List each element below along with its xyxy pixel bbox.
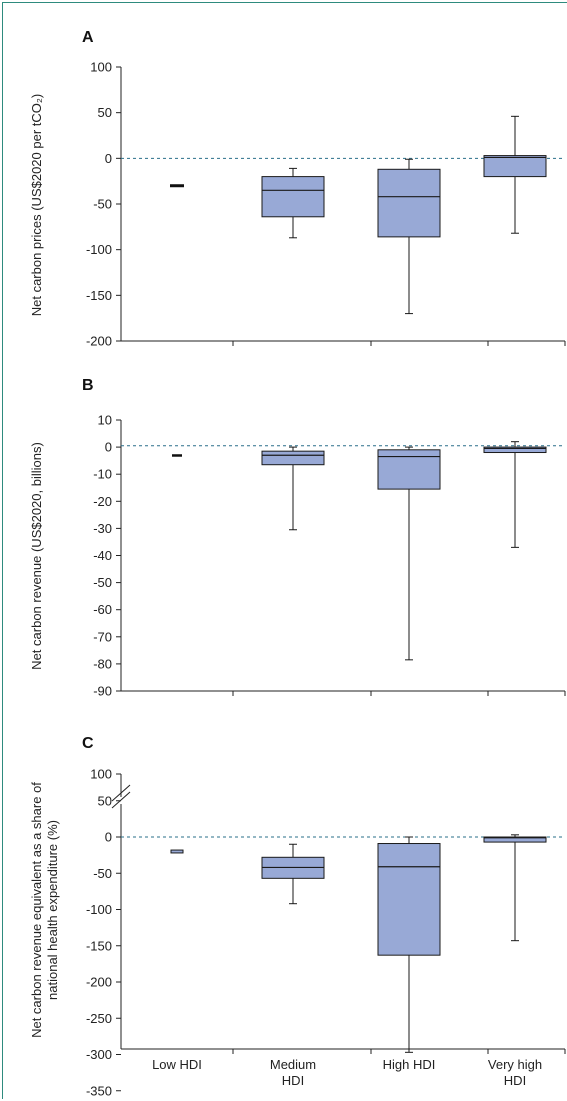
box-iqr: [170, 849, 184, 854]
y-tick-label: 50: [98, 105, 112, 120]
panel-label: C: [82, 735, 94, 752]
box-2: [377, 158, 441, 315]
box-1: [261, 843, 325, 905]
panel-b: B Net carbon revenue (US$2020, billions) 1…: [29, 377, 566, 699]
y-tick-label: -200: [86, 975, 112, 990]
x-category-label: Medium HDI: [270, 1057, 316, 1088]
box-iqr: [483, 155, 547, 178]
y-tick-label: 100: [90, 60, 112, 75]
x-category-label-line: High HDI: [383, 1057, 436, 1072]
box-iqr: [377, 168, 441, 238]
box-iqr: [483, 836, 547, 843]
x-category-label: Very high HDI: [488, 1057, 542, 1088]
box-marker: [170, 184, 184, 188]
box-marker: [172, 454, 182, 457]
y-tick-label: -300: [86, 1047, 112, 1062]
y-tick-label: -50: [93, 866, 112, 881]
box-3: [483, 115, 547, 234]
x-category-label-line: HDI: [504, 1073, 526, 1088]
x-category-label: High HDI: [383, 1057, 436, 1072]
y-tick-label: -350: [86, 1083, 112, 1098]
y-tick-label: -100: [86, 902, 112, 917]
y-tick-label: -90: [93, 684, 112, 699]
box-3: [483, 441, 547, 548]
y-tick-label: -150: [86, 288, 112, 303]
panel-label: A: [82, 29, 94, 46]
box-3: [483, 834, 547, 942]
box-0: [170, 184, 184, 188]
x-category-label-line: HDI: [282, 1073, 304, 1088]
y-axis-label: Net carbon prices (US$2020 per tCO₂): [29, 94, 44, 317]
y-tick-label: -50: [93, 575, 112, 590]
y-tick-label: -70: [93, 629, 112, 644]
y-tick-label: -100: [86, 242, 112, 257]
y-tick-label: -20: [93, 494, 112, 509]
y-tick-label: -10: [93, 467, 112, 482]
box-2: [377, 446, 441, 661]
y-tick-label: -200: [86, 334, 112, 349]
x-category-label: Low HDI: [152, 1057, 202, 1072]
box-iqr: [261, 450, 325, 466]
panel-a: A Net carbon prices (US$2020 per tCO₂) 100…: [29, 29, 566, 349]
box-iqr: [483, 446, 547, 454]
y-tick-label: -60: [93, 602, 112, 617]
y-axis-label-line: Net carbon revenue equivalent as a share…: [29, 782, 44, 1038]
y-axis-label-line: national health expenditure (%): [45, 820, 60, 1000]
y-tick-label: 50: [98, 793, 112, 808]
y-tick-label: -30: [93, 521, 112, 536]
y-tick-label: 10: [98, 413, 112, 428]
box-0: [172, 454, 182, 457]
y-axis-label: Net carbon revenue (US$2020, billions): [29, 442, 44, 670]
x-category-label-line: Very high: [488, 1057, 542, 1072]
y-tick-label: 100: [90, 767, 112, 782]
y-tick-label: -50: [93, 197, 112, 212]
axis-break-mark: [111, 784, 131, 802]
y-tick-label: -80: [93, 656, 112, 671]
box-0: [170, 849, 184, 854]
x-category-label-line: Low HDI: [152, 1057, 202, 1072]
axis-break-mark: [111, 791, 131, 809]
box-1: [261, 167, 325, 239]
box-2: [377, 836, 441, 1053]
y-tick-label: -150: [86, 938, 112, 953]
y-tick-label: 0: [105, 440, 112, 455]
y-tick-label: -40: [93, 548, 112, 563]
panel-label: B: [82, 377, 94, 394]
y-tick-label: 0: [105, 151, 112, 166]
box-1: [261, 446, 325, 531]
box-iqr: [377, 843, 441, 956]
y-axis-label: Net carbon revenue equivalent as a share…: [29, 782, 60, 1038]
box-iqr: [261, 176, 325, 218]
y-tick-label: -250: [86, 1011, 112, 1026]
y-tick-label: 0: [105, 830, 112, 845]
box-iqr: [377, 449, 441, 490]
panel-c: C Net carbon revenue equivalent as a shar…: [29, 735, 566, 1098]
x-category-label-line: Medium: [270, 1057, 316, 1072]
